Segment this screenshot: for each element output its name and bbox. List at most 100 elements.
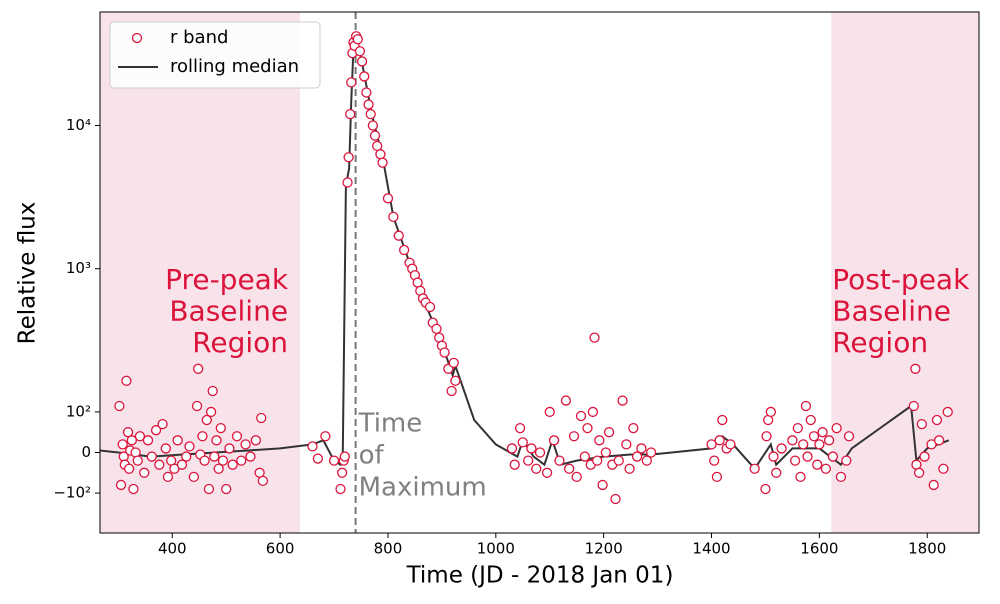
data-point — [600, 447, 611, 458]
data-point — [345, 108, 356, 120]
data-point — [571, 471, 582, 482]
annotation: of — [359, 441, 385, 471]
data-point — [560, 395, 572, 406]
data-point — [564, 463, 575, 474]
data-point — [534, 447, 546, 458]
data-point — [224, 443, 235, 454]
data-point — [714, 435, 725, 446]
data-point — [217, 455, 229, 466]
data-point — [610, 493, 621, 505]
data-point — [398, 244, 410, 256]
data-point — [377, 157, 388, 168]
data-point — [227, 459, 238, 470]
data-point — [448, 357, 459, 369]
data-point — [191, 400, 203, 412]
data-point — [928, 479, 939, 491]
data-point — [628, 423, 639, 434]
legend-marker — [131, 32, 143, 44]
y-axis-label: Relative flux — [15, 202, 41, 345]
x-tick-label: 1600 — [800, 540, 838, 558]
data-point — [725, 439, 736, 450]
data-point — [181, 451, 192, 462]
data-point — [199, 455, 210, 466]
data-point — [717, 414, 728, 426]
data-point — [517, 437, 528, 448]
data-point — [367, 120, 379, 131]
data-point — [589, 332, 600, 343]
data-point — [709, 455, 720, 466]
data-point — [603, 427, 615, 438]
x-tick-label: 600 — [266, 540, 295, 558]
data-point — [388, 211, 399, 223]
annotation: Time — [358, 409, 423, 439]
data-point — [587, 406, 599, 418]
data-point — [805, 414, 816, 426]
data-point — [154, 459, 165, 470]
data-point — [123, 463, 135, 474]
data-point — [931, 414, 943, 426]
data-point — [450, 375, 461, 386]
data-point — [365, 108, 376, 120]
data-point — [245, 451, 256, 462]
data-point — [617, 395, 628, 406]
data-point — [114, 400, 125, 412]
data-point — [192, 363, 204, 374]
data-point — [582, 423, 593, 434]
data-point — [146, 451, 157, 462]
data-point — [817, 427, 828, 438]
data-point — [841, 455, 852, 466]
data-point — [162, 471, 174, 482]
data-point — [526, 443, 537, 454]
data-point — [122, 427, 134, 438]
data-point — [798, 439, 809, 450]
data-point — [531, 463, 542, 474]
data-point — [933, 435, 945, 446]
data-point — [916, 418, 927, 430]
data-point — [363, 99, 374, 110]
data-point — [568, 431, 580, 442]
data-point — [554, 455, 565, 466]
data-point — [523, 455, 534, 466]
data-point — [843, 431, 855, 442]
data-point — [624, 463, 635, 474]
data-point — [215, 423, 226, 434]
data-point — [514, 423, 526, 434]
data-point — [509, 459, 520, 470]
data-point — [597, 479, 608, 491]
data-point — [548, 435, 560, 446]
data-point — [240, 439, 251, 450]
data-point — [792, 423, 803, 434]
plot-frame — [99, 11, 980, 534]
data-point — [412, 277, 423, 288]
data-point — [307, 441, 318, 452]
data-point — [343, 152, 354, 163]
data-point — [506, 443, 518, 454]
x-tick-label: 400 — [158, 540, 187, 558]
data-point — [361, 87, 372, 98]
data-point — [157, 418, 168, 430]
data-point — [352, 34, 363, 45]
data-point — [761, 431, 772, 442]
data-point — [431, 323, 442, 335]
data-point — [221, 483, 232, 495]
data-point — [771, 467, 782, 478]
data-point — [236, 455, 247, 466]
data-point — [802, 451, 813, 462]
data-point — [641, 455, 652, 466]
annotation: Region — [832, 326, 928, 359]
legend-label: rolling median — [170, 56, 299, 77]
data-point — [789, 455, 801, 466]
data-point — [613, 455, 624, 466]
data-point — [812, 459, 823, 470]
data-point — [126, 435, 137, 446]
data-point — [910, 363, 921, 374]
data-point — [827, 451, 839, 462]
data-point — [823, 435, 835, 446]
data-point — [201, 414, 212, 426]
annotation: Region — [192, 326, 288, 359]
x-tick-label: 1400 — [692, 540, 730, 558]
data-point — [335, 483, 346, 495]
data-point — [835, 471, 847, 482]
data-point — [919, 451, 930, 462]
annotation: Baseline — [169, 295, 288, 328]
